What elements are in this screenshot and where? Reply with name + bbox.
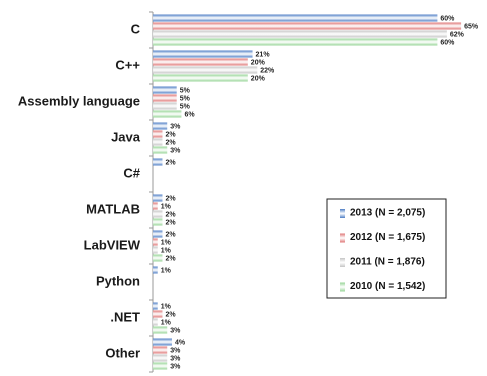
value-label: 5% bbox=[180, 103, 191, 110]
bar bbox=[153, 246, 158, 254]
bar bbox=[153, 130, 163, 138]
bar bbox=[153, 310, 163, 318]
value-label: 1% bbox=[161, 303, 172, 310]
bar bbox=[153, 22, 462, 30]
bar bbox=[153, 30, 447, 38]
bar bbox=[153, 66, 258, 74]
category-label: C bbox=[131, 21, 141, 36]
bar bbox=[153, 266, 158, 274]
bar bbox=[153, 74, 248, 82]
value-label: 2% bbox=[165, 255, 176, 262]
bar bbox=[153, 146, 168, 154]
category-label: Assembly language bbox=[18, 93, 140, 108]
value-label: 3% bbox=[170, 355, 181, 362]
value-label: 1% bbox=[161, 319, 172, 326]
value-label: 5% bbox=[180, 87, 191, 94]
value-label: 2% bbox=[165, 311, 176, 318]
value-label: 20% bbox=[251, 75, 266, 82]
bar bbox=[153, 94, 177, 102]
bar bbox=[153, 218, 163, 226]
category-label: Python bbox=[96, 273, 140, 288]
legend-swatch bbox=[340, 282, 345, 292]
category-label: Java bbox=[111, 129, 141, 144]
category-label: C++ bbox=[115, 57, 140, 72]
value-label: 6% bbox=[184, 111, 195, 118]
legend-swatch bbox=[340, 258, 345, 267]
category-label: MATLAB bbox=[86, 201, 140, 216]
bar bbox=[153, 158, 163, 166]
value-label: 60% bbox=[440, 39, 455, 46]
value-label: 62% bbox=[450, 31, 465, 38]
value-label: 5% bbox=[180, 95, 191, 102]
category-label: LabVIEW bbox=[84, 237, 141, 252]
legend-box bbox=[326, 198, 447, 299]
value-label: 65% bbox=[464, 23, 479, 30]
value-label: 2% bbox=[165, 159, 176, 166]
bar bbox=[153, 238, 158, 246]
bar bbox=[153, 14, 438, 22]
value-label: 2% bbox=[165, 219, 176, 226]
value-label: 3% bbox=[170, 147, 181, 154]
bar bbox=[153, 362, 168, 370]
bar bbox=[153, 354, 168, 362]
bar bbox=[153, 58, 248, 66]
bar bbox=[153, 138, 163, 146]
category-label: Other bbox=[105, 345, 140, 360]
bar bbox=[153, 302, 158, 310]
value-label: 2% bbox=[165, 195, 176, 202]
legend-label: 2013 (N = 2,075) bbox=[350, 208, 425, 219]
legend-label: 2010 (N = 1,542) bbox=[350, 281, 425, 292]
value-label: 1% bbox=[161, 267, 172, 274]
bar bbox=[153, 122, 168, 130]
value-label: 3% bbox=[170, 123, 181, 130]
value-label: 3% bbox=[170, 347, 181, 354]
bar bbox=[153, 338, 172, 346]
bar bbox=[153, 38, 438, 46]
value-label: 2% bbox=[165, 139, 176, 146]
value-label: 3% bbox=[170, 363, 181, 370]
value-label: 21% bbox=[256, 51, 271, 58]
value-label: 4% bbox=[175, 339, 186, 346]
value-label: 1% bbox=[161, 247, 172, 254]
bar bbox=[153, 202, 158, 210]
category-label: .NET bbox=[110, 309, 140, 324]
legend-swatch bbox=[340, 209, 345, 218]
bar bbox=[153, 254, 163, 262]
bar bbox=[153, 230, 163, 238]
bar bbox=[153, 102, 177, 110]
legend-label: 2012 (N = 1,675) bbox=[350, 232, 425, 243]
bar bbox=[153, 50, 253, 58]
bar bbox=[153, 326, 168, 334]
value-label: 2% bbox=[165, 131, 176, 138]
bar bbox=[153, 210, 163, 218]
value-label: 3% bbox=[170, 327, 181, 334]
value-label: 1% bbox=[161, 239, 172, 246]
value-label: 22% bbox=[260, 67, 275, 74]
value-label: 1% bbox=[161, 203, 172, 210]
legend-label: 2011 (N = 1,876) bbox=[350, 257, 425, 268]
bar bbox=[153, 318, 158, 326]
value-label: 60% bbox=[440, 15, 455, 22]
bar bbox=[153, 346, 168, 354]
value-label: 20% bbox=[251, 59, 266, 66]
value-label: 2% bbox=[165, 211, 176, 218]
bar bbox=[153, 86, 177, 94]
bar bbox=[153, 194, 163, 202]
value-label: 2% bbox=[165, 231, 176, 238]
bar bbox=[153, 110, 182, 118]
legend-swatch bbox=[340, 233, 345, 243]
category-label: C# bbox=[123, 165, 140, 180]
